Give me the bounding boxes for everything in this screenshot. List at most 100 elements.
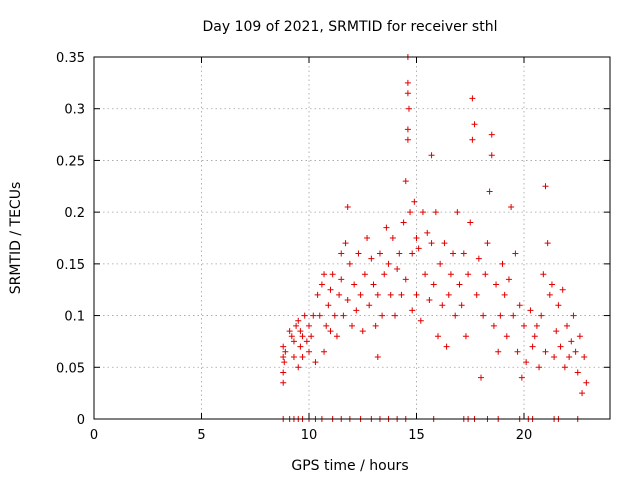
data-point: [301, 312, 308, 319]
data-point: [338, 276, 345, 283]
data-point: [355, 250, 362, 257]
data-point: [456, 281, 463, 288]
y-tick-label: 0.2: [64, 206, 85, 221]
data-point: [435, 333, 441, 340]
data-point: [398, 291, 405, 298]
data-point: [413, 291, 420, 298]
data-point: [521, 322, 527, 329]
y-tick-label: 0: [77, 413, 85, 428]
data-point: [286, 328, 293, 335]
data-point: [503, 333, 510, 340]
data-point: [486, 188, 493, 195]
data-point: [290, 338, 297, 345]
data-point: [321, 271, 328, 278]
data-point: [327, 328, 334, 335]
grid-lines: [94, 57, 610, 419]
data-point: [542, 348, 549, 355]
data-point: [351, 281, 358, 288]
y-tick-label: 0.15: [56, 258, 85, 273]
data-point: [306, 348, 312, 355]
data-point: [327, 286, 334, 293]
data-point: [342, 240, 349, 247]
axis-ticks: [93, 56, 610, 420]
data-point: [389, 235, 396, 241]
data-point: [316, 312, 323, 319]
data-point: [290, 353, 297, 360]
data-point: [579, 390, 586, 397]
data-point: [366, 302, 373, 309]
data-point: [551, 353, 558, 360]
data-point: [561, 364, 568, 371]
data-point: [454, 209, 461, 216]
data-point: [325, 302, 332, 309]
data-point: [338, 250, 345, 257]
data-point: [368, 255, 375, 262]
data-point: [396, 250, 403, 257]
data-point: [303, 338, 310, 345]
data-point: [331, 312, 338, 319]
data-point: [469, 95, 476, 102]
data-point: [499, 260, 506, 267]
data-point: [407, 209, 414, 216]
data-point: [306, 322, 312, 329]
data-point: [484, 240, 491, 247]
data-point: [523, 359, 530, 366]
data-point: [280, 369, 287, 376]
data-point: [533, 322, 540, 329]
data-point: [374, 291, 381, 298]
data-point: [312, 359, 319, 366]
data-point: [581, 353, 588, 360]
data-point: [409, 250, 416, 257]
data-point: [570, 312, 577, 319]
x-tick-labels: 0 5 10 15 20: [90, 428, 532, 443]
data-point: [299, 353, 306, 360]
data-point: [333, 333, 340, 340]
data-point: [583, 379, 590, 386]
data-point: [314, 291, 321, 298]
data-point: [450, 250, 457, 257]
data-point: [490, 322, 497, 329]
data-point: [516, 302, 523, 309]
data-point: [441, 240, 448, 247]
data-point: [370, 281, 377, 288]
data-point: [439, 302, 446, 309]
data-point: [409, 307, 416, 314]
data-point: [437, 260, 444, 267]
data-point: [564, 322, 570, 329]
x-tick-label: 20: [516, 428, 533, 443]
data-point: [568, 338, 575, 345]
data-point: [385, 260, 392, 267]
data-point: [452, 312, 459, 319]
plot-frame: [93, 56, 611, 420]
data-point: [310, 312, 317, 319]
x-tick-label: 0: [90, 428, 98, 443]
data-point: [426, 297, 433, 304]
y-tick-label: 0.35: [56, 51, 85, 66]
data-point: [411, 198, 418, 205]
data-point: [566, 353, 573, 360]
data-point: [536, 364, 543, 371]
data-point: [488, 152, 495, 159]
data-point: [480, 312, 487, 319]
data-point: [501, 291, 508, 298]
data-points: [280, 54, 590, 422]
data-point: [471, 121, 478, 128]
data-point: [282, 348, 289, 355]
data-point: [329, 271, 336, 278]
data-point: [548, 281, 555, 288]
data-point: [488, 131, 495, 138]
x-tick-label: 5: [197, 428, 205, 443]
data-point: [293, 322, 300, 329]
data-point: [576, 333, 583, 340]
data-point: [462, 333, 469, 340]
data-point: [288, 333, 295, 340]
data-point: [445, 291, 452, 298]
data-point: [357, 291, 364, 298]
data-point: [531, 333, 538, 340]
data-point: [280, 343, 287, 350]
data-point: [359, 328, 366, 335]
data-point: [321, 348, 328, 355]
data-point: [379, 312, 386, 319]
data-point: [344, 203, 351, 210]
x-tick-label: 10: [301, 428, 318, 443]
